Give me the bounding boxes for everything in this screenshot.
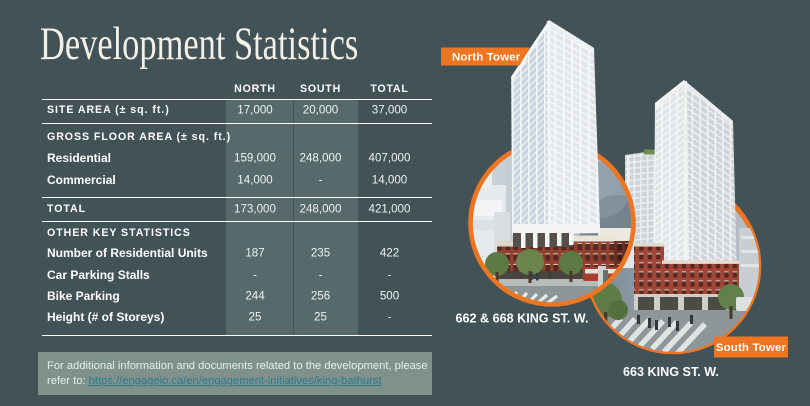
svg-text:663 KING ST. W.: 663 KING ST. W. (623, 365, 719, 379)
svg-text:North Tower: North Tower (452, 52, 521, 64)
svg-text:662 & 668 KING ST. W.: 662 & 668 KING ST. W. (456, 312, 589, 326)
svg-text:South Tower: South Tower (716, 342, 787, 354)
